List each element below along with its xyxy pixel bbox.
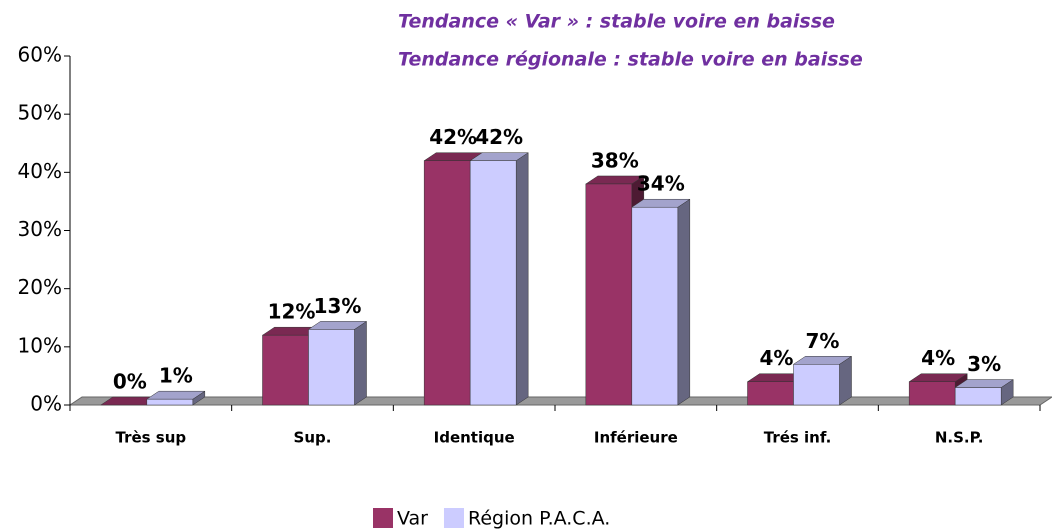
x-tick-label: Inférieure: [594, 429, 678, 447]
value-label: 4%: [760, 346, 794, 370]
x-tick-label: N.S.P.: [935, 429, 984, 447]
bar: [631, 206, 679, 406]
value-label: 42%: [429, 125, 477, 149]
bar: [423, 160, 471, 406]
value-label: 38%: [591, 148, 639, 172]
y-tick-label: 20%: [18, 275, 62, 299]
x-tick-label: Trés inf.: [764, 429, 832, 447]
bar-side: [839, 355, 852, 406]
annotation: Tendance « Var » : stable voire en baiss…: [398, 11, 835, 33]
bar: [585, 183, 633, 406]
y-tick-label: 50%: [18, 101, 62, 125]
value-label: 4%: [921, 346, 955, 370]
floor: [68, 396, 1052, 406]
bar-side: [354, 320, 367, 406]
y-tick-label: 40%: [18, 159, 62, 183]
value-label: 13%: [314, 294, 362, 318]
bar-side: [515, 152, 529, 406]
y-tick-label: 30%: [18, 217, 62, 241]
bar: [793, 364, 840, 406]
x-tick-label: Identique: [434, 429, 515, 447]
y-tick-label: 60%: [18, 43, 62, 67]
y-tick-label: 10%: [18, 333, 62, 357]
bar-side: [677, 198, 691, 406]
value-label: 34%: [637, 172, 685, 196]
bar: [954, 387, 1002, 406]
y-tick-label: 0%: [30, 392, 62, 416]
annotation: Tendance régionale : stable voire en bai…: [398, 49, 863, 71]
legend-swatch: [373, 508, 393, 528]
legend-swatch: [443, 508, 464, 528]
x-tick-label: Sup.: [294, 429, 332, 447]
legend-label: Région P.A.C.A.: [468, 508, 610, 530]
bar: [747, 381, 794, 406]
bar: [908, 381, 956, 406]
bar: [146, 398, 194, 406]
bar: [469, 160, 517, 406]
value-label: 42%: [475, 125, 523, 149]
bar: [262, 334, 309, 406]
x-tick-label: Très sup: [116, 429, 187, 447]
value-label: 7%: [806, 329, 840, 353]
legend-label: Var: [397, 508, 428, 530]
bar: [308, 329, 355, 406]
value-label: 12%: [268, 300, 316, 324]
value-label: 1%: [159, 364, 193, 388]
value-label: 3%: [967, 352, 1001, 376]
value-label: 0%: [113, 370, 147, 394]
